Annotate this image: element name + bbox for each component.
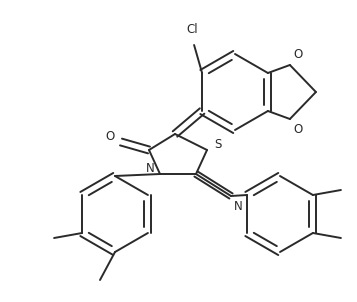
Text: Cl: Cl bbox=[186, 23, 198, 36]
Text: O: O bbox=[106, 130, 115, 143]
Text: O: O bbox=[293, 123, 302, 136]
Text: S: S bbox=[214, 139, 221, 152]
Text: O: O bbox=[293, 48, 302, 61]
Text: N: N bbox=[146, 162, 155, 175]
Text: N: N bbox=[234, 200, 243, 213]
